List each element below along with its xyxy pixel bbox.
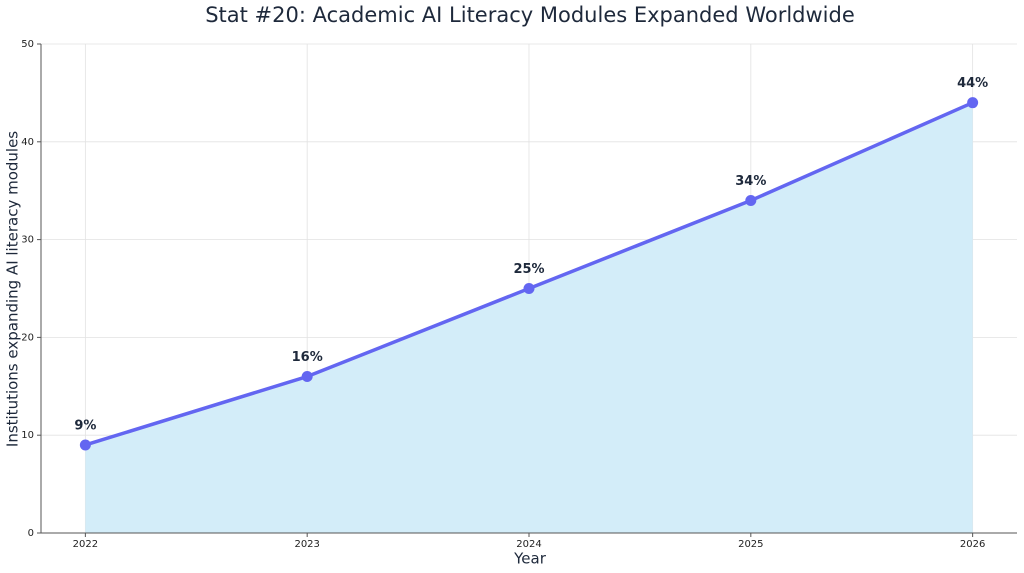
point xyxy=(967,97,979,109)
value-label: 16% xyxy=(292,350,323,365)
point xyxy=(523,283,535,294)
value-label: 44% xyxy=(957,76,988,91)
x-tick-label: 2023 xyxy=(294,539,319,550)
chart-title: Stat #20: Academic AI Literacy Modules E… xyxy=(205,3,855,27)
point xyxy=(745,194,757,206)
value-label: 9% xyxy=(74,418,96,433)
x-tick-label: 2022 xyxy=(73,539,98,550)
y-tick-label: 40 xyxy=(21,137,34,148)
x-tick-label: 2026 xyxy=(960,539,985,550)
value-label: 25% xyxy=(513,262,544,277)
y-axis-label: Institutions expanding AI literacy modul… xyxy=(4,131,22,447)
plot-area xyxy=(41,43,1017,534)
value-label: 34% xyxy=(735,174,766,189)
y-tick-label: 50 xyxy=(21,39,34,50)
area xyxy=(85,102,973,534)
y-tick-label: 30 xyxy=(21,235,34,246)
x-tick-label: 2024 xyxy=(516,539,541,550)
y-tick-label: 0 xyxy=(28,528,34,539)
point xyxy=(79,439,91,451)
y-tick-label: 10 xyxy=(21,430,34,441)
point xyxy=(301,371,313,383)
y-tick-label: 20 xyxy=(21,332,34,343)
x-axis-label: Year xyxy=(513,550,547,568)
x-tick-label: 2025 xyxy=(738,539,763,550)
